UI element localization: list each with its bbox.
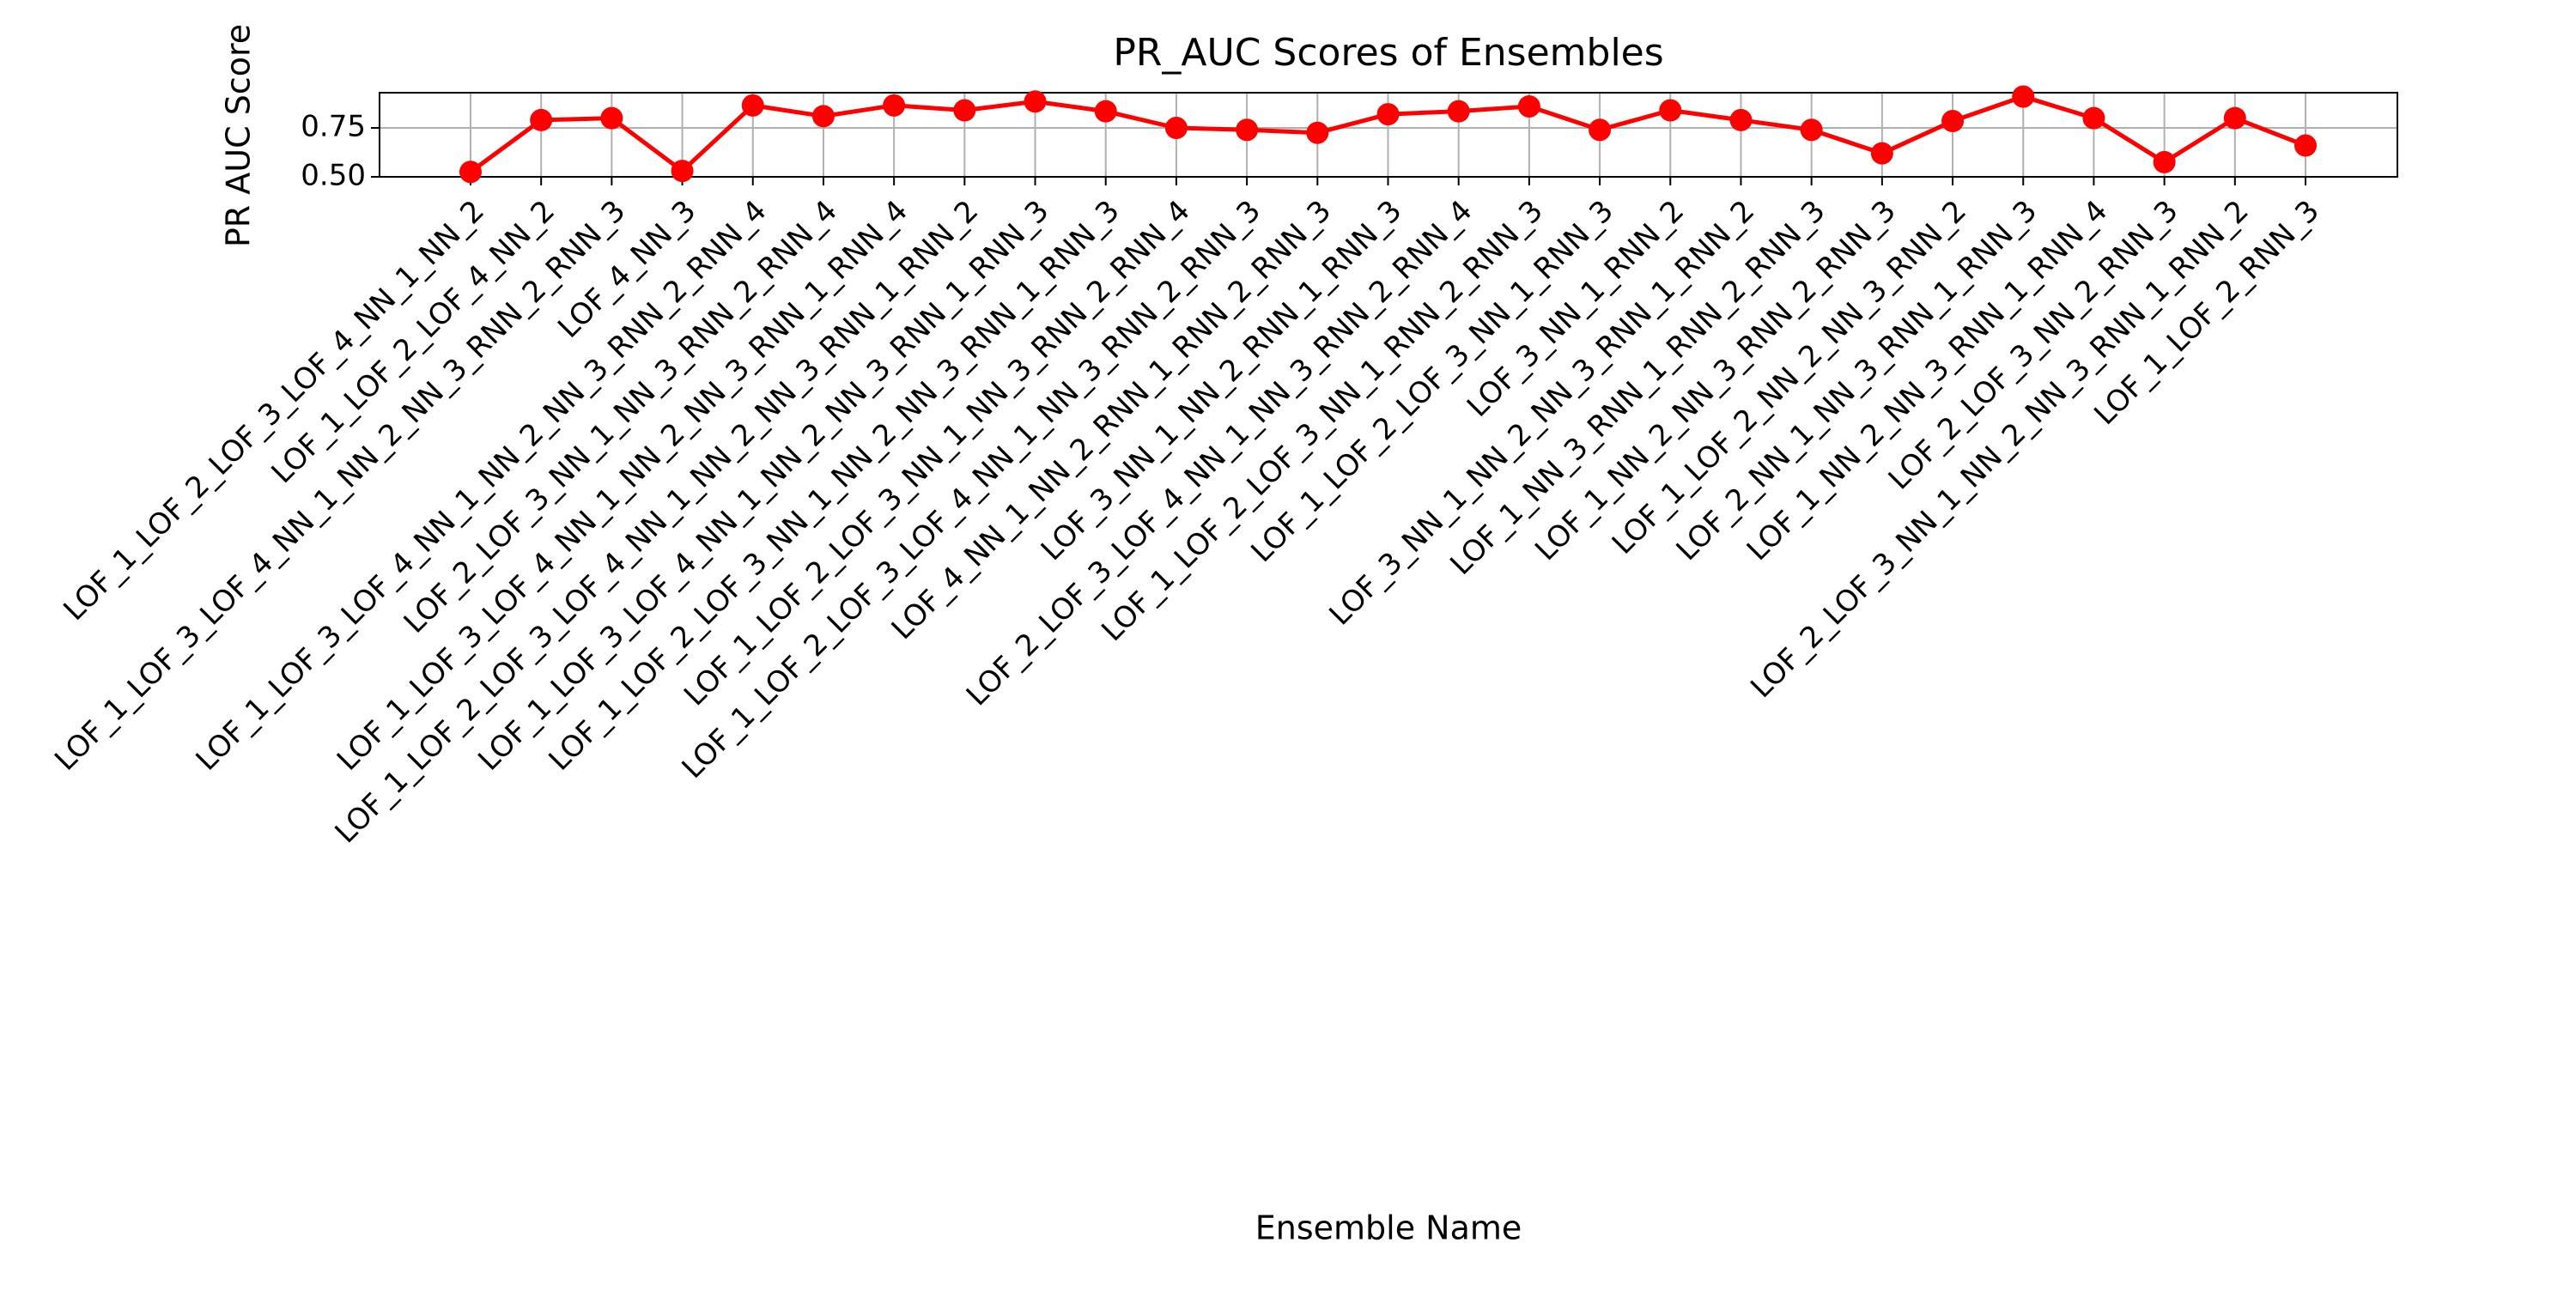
chart-title: PR_AUC Scores of Ensembles (1113, 31, 1663, 75)
marker (741, 94, 764, 117)
marker (2223, 106, 2246, 130)
marker (459, 161, 482, 184)
x-axis-label: Ensemble Name (1255, 1209, 1522, 1247)
marker (2012, 85, 2035, 108)
marker (1589, 118, 1612, 142)
marker (1729, 108, 1753, 131)
marker (2294, 134, 2317, 157)
marker (1517, 94, 1540, 118)
marker (1306, 121, 1329, 144)
marker (1024, 90, 1047, 113)
marker (953, 99, 976, 122)
marker (1236, 118, 1259, 142)
marker (883, 94, 906, 117)
marker (1094, 100, 1117, 123)
marker (1800, 118, 1823, 142)
marker (2153, 150, 2176, 173)
y-axis-label: PR AUC Score (220, 24, 258, 247)
marker (811, 105, 835, 128)
plot-frame (379, 92, 2398, 178)
marker (1941, 110, 1965, 133)
marker (530, 108, 553, 131)
marker (1870, 142, 1893, 165)
marker (600, 106, 623, 130)
marker (2082, 106, 2105, 130)
marker (1164, 117, 1188, 140)
y-tick-label: 0.75 (301, 110, 366, 144)
y-tick-label: 0.50 (301, 159, 366, 193)
marker (671, 160, 694, 183)
marker (1376, 103, 1400, 126)
marker (1659, 99, 1682, 122)
marker (1447, 100, 1470, 123)
